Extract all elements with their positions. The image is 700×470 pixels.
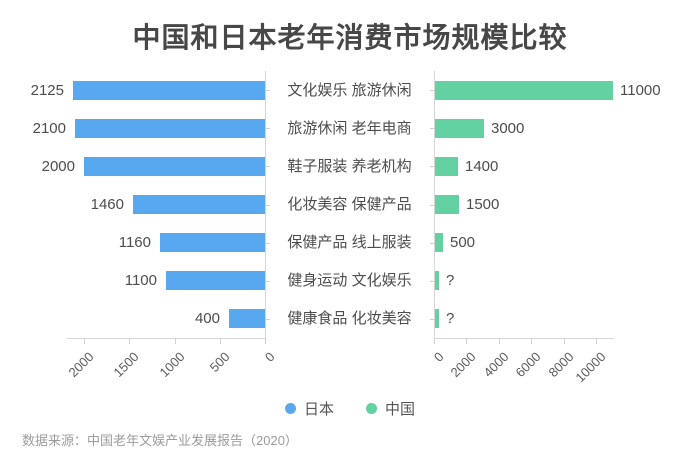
value-label-china-2: 1400	[465, 158, 499, 175]
left-chart-category-axis-line	[265, 71, 266, 338]
right-chart-category-axis-line	[434, 71, 435, 338]
left-category-tick-0	[265, 90, 270, 91]
left-category-tick-4	[265, 243, 270, 244]
right-category-tick-0	[430, 90, 435, 91]
right-category-tick-5	[430, 281, 435, 282]
category-label-1: 旅游休闲 老年电商	[287, 120, 412, 137]
left-category-tick-1	[265, 128, 270, 129]
left-axis-tick-4	[265, 339, 266, 344]
value-label-japan-4: 1160	[118, 234, 151, 251]
value-label-china-6: ?	[446, 310, 455, 327]
value-label-japan-6: 400	[194, 310, 220, 327]
bar-japan-4[interactable]	[160, 233, 265, 252]
value-label-japan-2: 2000	[41, 158, 75, 175]
bar-china-4[interactable]	[435, 233, 443, 252]
right-axis-tick-5	[596, 339, 597, 344]
value-label-china-5: ?	[446, 272, 455, 289]
right-category-tick-4	[430, 243, 435, 244]
value-label-japan-0: 2125	[30, 82, 64, 99]
bar-china-5[interactable]	[435, 271, 439, 290]
right-axis-tick-1	[466, 339, 467, 344]
value-label-japan-5: 1100	[124, 272, 157, 289]
bar-china-0[interactable]	[435, 81, 613, 100]
category-label-6: 健康食品 化妆美容	[287, 310, 412, 327]
left-chart-value-axis-line	[67, 338, 266, 339]
right-axis-tick-0	[434, 339, 435, 344]
right-category-tick-1	[430, 128, 435, 129]
left-category-tick-3	[265, 205, 270, 206]
right-chart-value-axis-line	[434, 338, 614, 339]
left-axis-tick-0	[84, 339, 85, 344]
bar-japan-3[interactable]	[133, 195, 265, 214]
right-axis-tick-2	[499, 339, 500, 344]
value-label-china-4: 500	[450, 234, 476, 251]
category-label-3: 化妆美容 保健产品	[287, 196, 412, 213]
right-category-tick-2	[430, 166, 435, 167]
bar-china-6[interactable]	[435, 309, 439, 328]
right-category-tick-3	[430, 205, 435, 206]
legend-dot-icon	[284, 403, 296, 414]
left-axis-tick-2	[175, 339, 176, 344]
bar-china-2[interactable]	[435, 157, 458, 176]
right-category-tick-6	[430, 319, 435, 320]
value-label-china-1: 3000	[491, 120, 525, 137]
left-category-tick-2	[265, 166, 270, 167]
left-category-tick-6	[265, 319, 270, 320]
data-source-note: 数据来源：中国老年文娱产业发展报告（2020）	[22, 433, 298, 448]
chart-title: 中国和日本老年消费市场规模比较	[132, 22, 568, 53]
category-label-0: 文化娱乐 旅游休闲	[287, 82, 412, 99]
right-axis-tick-3	[531, 339, 532, 344]
bar-japan-5[interactable]	[166, 271, 265, 290]
bar-japan-6[interactable]	[229, 309, 265, 328]
legend-dot-icon	[366, 403, 377, 414]
bar-japan-1[interactable]	[75, 119, 265, 138]
left-category-tick-5	[265, 281, 270, 282]
legend-label: 日本	[303, 401, 334, 418]
legend-label: 中国	[385, 401, 416, 418]
bar-china-1[interactable]	[435, 119, 484, 138]
category-label-4: 保健产品 线上服装	[287, 234, 412, 251]
left-axis-tick-1	[129, 339, 130, 344]
value-label-china-3: 1500	[466, 196, 500, 213]
legend-item-china[interactable]: 中国	[366, 398, 415, 419]
bar-japan-0[interactable]	[73, 81, 265, 100]
value-label-japan-3: 1460	[90, 196, 124, 213]
value-label-china-0: 11000	[620, 82, 661, 99]
bar-china-3[interactable]	[435, 195, 459, 214]
category-label-5: 健身运动 文化娱乐	[287, 272, 412, 289]
right-axis-tick-4	[564, 339, 565, 344]
value-label-japan-1: 2100	[32, 120, 66, 137]
category-label-2: 鞋子服装 养老机构	[287, 158, 412, 175]
legend: 日本 中国	[0, 398, 700, 419]
legend-item-japan[interactable]: 日本	[284, 398, 334, 419]
left-axis-tick-3	[220, 339, 221, 344]
bar-japan-2[interactable]	[84, 157, 265, 176]
